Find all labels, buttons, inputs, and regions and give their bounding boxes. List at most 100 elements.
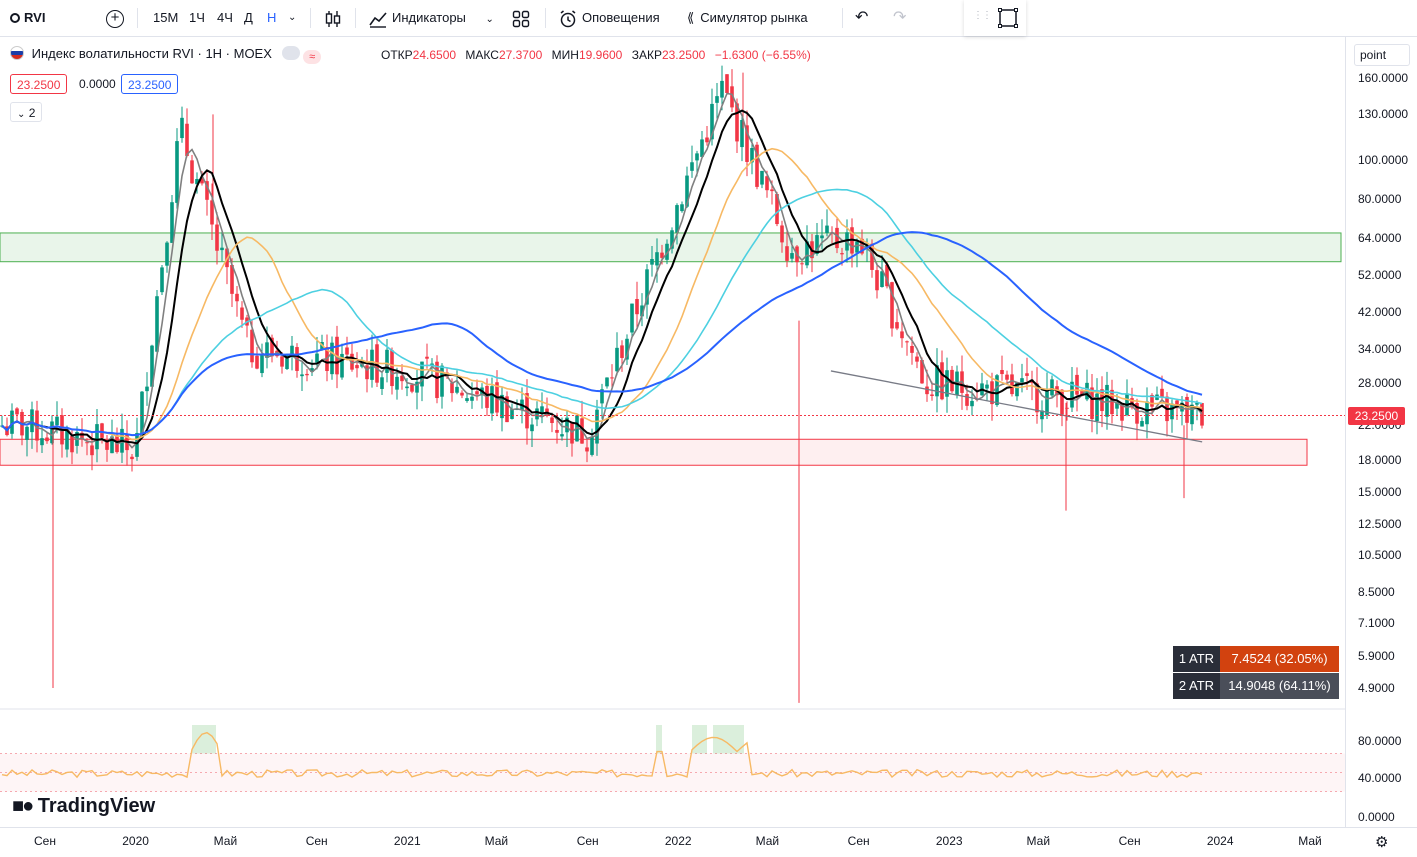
candle-body xyxy=(985,384,989,389)
candle-body xyxy=(805,241,809,266)
timeframe-week[interactable]: Н xyxy=(267,10,277,25)
chart-type-button[interactable] xyxy=(323,0,343,36)
candle-body xyxy=(970,400,974,407)
candle-body xyxy=(55,416,59,426)
ma-50-line[interactable] xyxy=(1,188,1203,436)
candle-body xyxy=(10,410,14,434)
candle-body xyxy=(870,243,874,270)
time-tick-label: Сен xyxy=(847,834,870,848)
indicators-icon xyxy=(369,12,387,28)
price-tick-label: 15.0000 xyxy=(1358,485,1402,500)
settings-gear-icon[interactable]: ⚙ xyxy=(1375,834,1389,851)
candle-body xyxy=(310,368,314,372)
candle-body xyxy=(905,341,909,343)
candle-body xyxy=(1190,404,1194,425)
candle-body xyxy=(900,331,904,339)
candle-body xyxy=(150,345,154,387)
candle-body xyxy=(455,386,459,393)
sell-price-button[interactable]: 23.2500 xyxy=(10,74,68,94)
ma-20-line[interactable] xyxy=(1,147,1203,441)
symbol-legend[interactable]: Индекс волатильности RVI · 1Н · MOEX ≈ xyxy=(10,46,322,64)
candle-body xyxy=(625,338,629,360)
oscillator-overbought-highlight xyxy=(713,725,744,754)
candle-body xyxy=(630,303,634,333)
source-marker-icon[interactable]: ≈ xyxy=(303,50,322,64)
candle-body xyxy=(390,350,394,387)
candle-body xyxy=(135,432,139,457)
time-tick-label: Май xyxy=(213,834,238,848)
russia-flag-icon xyxy=(10,46,24,60)
ma-100-line[interactable] xyxy=(1,231,1203,437)
candle-body xyxy=(775,194,779,225)
candle-body xyxy=(220,247,224,251)
support-zone[interactable] xyxy=(0,438,1308,466)
indicators-label: Индикаторы xyxy=(392,10,466,25)
scale-mode-selector[interactable]: point xyxy=(1354,44,1410,66)
candle-body xyxy=(340,353,344,378)
time-axis[interactable] xyxy=(0,827,1417,857)
indicators-chevron-icon: ⌄ xyxy=(485,14,494,25)
oscillator-line[interactable] xyxy=(1,731,1203,779)
candle-body xyxy=(710,103,714,140)
candle-body xyxy=(1020,378,1024,383)
candle-body xyxy=(650,259,654,265)
symbol-search-button[interactable]: RVI xyxy=(10,0,45,36)
oscillator-overbought-highlight xyxy=(192,725,216,754)
indicators-button[interactable]: Индикаторы ⌄ xyxy=(368,0,494,36)
price-tick-label: 100.0000 xyxy=(1358,153,1409,168)
candle-body xyxy=(540,406,544,414)
toolbar-divider xyxy=(310,8,311,28)
toolbar-divider xyxy=(137,8,138,28)
candle-body xyxy=(800,263,804,265)
main-chart-canvas[interactable] xyxy=(0,37,1345,827)
grid-icon xyxy=(512,10,530,27)
price-axis[interactable] xyxy=(1345,37,1417,827)
candle-body xyxy=(725,74,729,93)
price-tick-label: 64.0000 xyxy=(1358,231,1402,246)
candle-body xyxy=(425,356,429,359)
time-tick-label: 2020 xyxy=(122,834,149,848)
timeframe-1h[interactable]: 1Ч xyxy=(189,10,205,25)
redo-button[interactable]: ↷ xyxy=(893,0,906,36)
candle-body xyxy=(1025,373,1029,376)
replay-button[interactable]: ⟪ Симулятор рынка xyxy=(687,0,808,36)
low-label: МИН xyxy=(551,48,579,62)
compare-symbol-button[interactable]: + xyxy=(106,0,124,36)
candle-body xyxy=(130,456,134,460)
templates-button[interactable] xyxy=(512,0,530,36)
undo-icon: ↶ xyxy=(855,9,869,26)
candle-body xyxy=(365,365,369,380)
candle-body xyxy=(1035,383,1039,413)
visibility-toggle-icon[interactable] xyxy=(281,46,300,60)
fullscreen-icon[interactable] xyxy=(997,7,1019,29)
drag-handle-icon[interactable]: ⋮⋮ xyxy=(973,10,992,21)
candle-body xyxy=(285,353,289,369)
candle-body xyxy=(750,147,754,163)
candle-body xyxy=(930,394,934,397)
candle-body xyxy=(595,409,599,444)
candle-body xyxy=(65,429,69,450)
candle-body xyxy=(1010,374,1014,395)
plus-circle-icon: + xyxy=(106,9,124,28)
timeframe-4h[interactable]: 4Ч xyxy=(217,10,233,25)
timeframe-dropdown-chevron-icon[interactable]: ⌄ xyxy=(288,12,297,23)
candle-body xyxy=(1065,407,1069,409)
undo-button[interactable]: ↶ xyxy=(855,0,868,36)
candle-body xyxy=(235,293,239,302)
timeframe-day[interactable]: Д xyxy=(244,10,253,25)
indicators-collapse-button[interactable]: ⌄ 2 xyxy=(10,102,43,122)
candle-body xyxy=(175,141,179,203)
candle-body xyxy=(45,437,49,442)
layout-panel: ⋮⋮ xyxy=(964,0,1026,36)
candle-body xyxy=(145,386,149,392)
candle-body xyxy=(1195,402,1199,405)
ma-10-line[interactable] xyxy=(1,109,1203,445)
timeframe-15m[interactable]: 15М xyxy=(153,10,179,25)
price-tick-label: 4.9000 xyxy=(1358,681,1395,695)
tradingview-logo[interactable]: ■● TradingView xyxy=(12,795,155,818)
candle-body xyxy=(330,342,334,375)
buy-price-button[interactable]: 23.2500 xyxy=(121,74,179,94)
time-tick-label: Май xyxy=(484,834,509,848)
alerts-button[interactable]: Оповещения xyxy=(558,0,660,36)
candle-body xyxy=(110,436,114,454)
